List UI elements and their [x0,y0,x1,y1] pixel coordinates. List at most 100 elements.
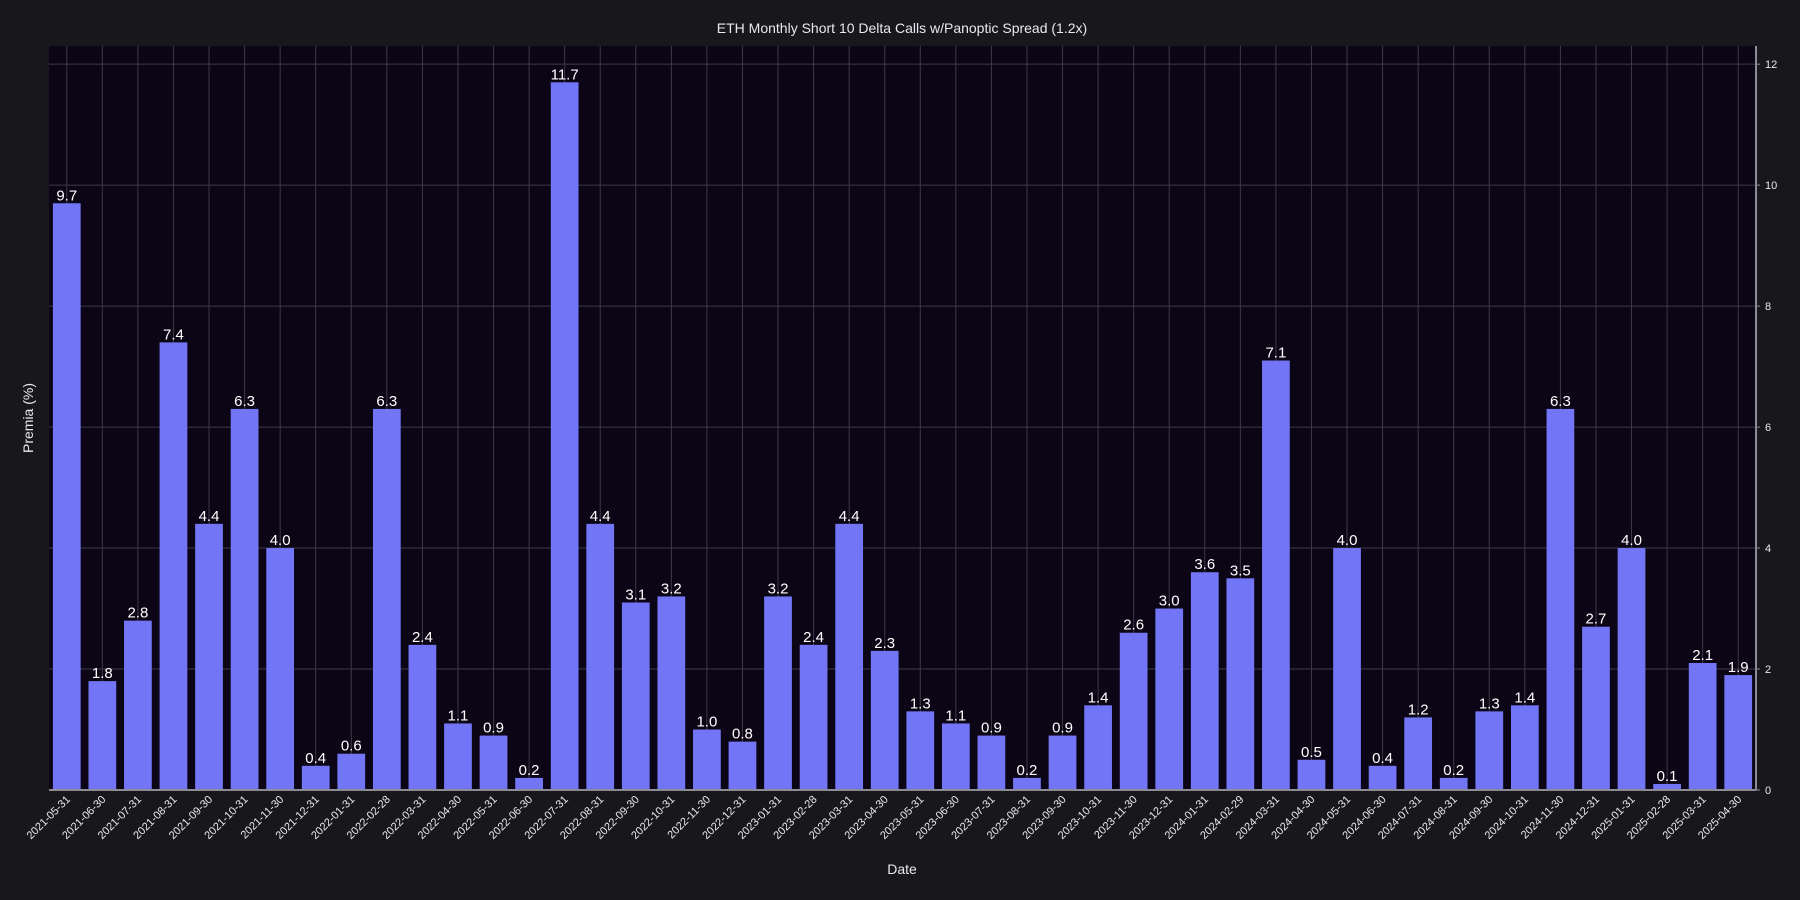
data-label: 1.4 [1514,689,1535,706]
bar [301,765,330,790]
data-label: 1.0 [696,714,717,731]
bar [408,644,437,790]
bar [1013,777,1041,790]
bar [977,735,1006,790]
y-tick-label: 2 [1765,664,1771,676]
bar [728,741,757,790]
bar [657,596,686,790]
data-label: 11.7 [551,66,579,83]
data-label: 0.9 [1052,720,1073,737]
data-label: 1.9 [1728,659,1749,676]
data-label: 1.3 [1479,695,1500,712]
data-label: 1.8 [92,665,113,682]
data-label: 0.2 [1443,762,1464,779]
bar [1048,735,1077,790]
bar [124,620,152,790]
bar [1297,759,1326,790]
data-label: 3.0 [1159,593,1180,610]
data-label: 2.1 [1692,647,1713,664]
data-label: 0.4 [1372,750,1393,767]
bar [1582,626,1610,790]
bar [52,203,81,790]
bar [1155,608,1184,790]
bar [1333,548,1361,790]
data-label: 9.7 [56,187,77,204]
bar [1262,360,1290,790]
axes [49,46,1757,791]
data-label: 4.4 [839,508,860,525]
bar [195,523,223,790]
bar [515,777,543,790]
data-label: 0.9 [981,720,1002,737]
bar [1190,572,1219,790]
y-tick-label: 4 [1765,543,1771,555]
data-label: 6.3 [1550,393,1571,410]
bar [586,523,615,790]
bar [550,82,579,791]
plot-background [49,46,1756,790]
bar [1617,548,1646,790]
bar [444,723,472,790]
data-label: 4.4 [590,508,611,525]
data-label: 0.1 [1657,768,1678,785]
data-label: 3.2 [661,580,682,597]
data-label: 2.3 [874,635,895,652]
data-label: 3.2 [768,580,789,597]
data-label: 1.4 [1088,689,1109,706]
data-label: 2.7 [1586,611,1607,628]
data-label: 1.1 [448,707,469,724]
y-tick-label: 10 [1765,180,1777,192]
data-label: 6.3 [376,393,397,410]
y-tick-label: 8 [1765,301,1771,313]
bar [479,735,508,790]
data-label: 0.4 [305,750,326,767]
bar [906,711,935,790]
x-axis-label: Date [887,861,917,877]
chart-title: ETH Monthly Short 10 Delta Calls w/Panop… [717,20,1087,36]
bar [1724,675,1753,790]
bars [52,82,1753,791]
bar [1510,705,1539,790]
data-label: 3.5 [1230,562,1251,579]
bar [1084,705,1112,790]
data-label: 2.8 [127,605,148,622]
bar [1368,765,1397,790]
data-label: 1.1 [945,707,966,724]
y-tick-label: 12 [1765,59,1777,71]
data-label: 7.4 [163,326,184,343]
bar [870,650,899,790]
data-label: 0.6 [341,738,362,755]
data-labels: 9.7 1.8 2.8 7.4 4.4 6.3 4.0 0.4 0.6 6.3 2.4 1.1 0.9 0… [56,66,1748,785]
bar [693,729,721,790]
data-label: 0.2 [1017,762,1038,779]
bar [621,602,650,790]
bar [835,523,864,790]
data-label: 4.4 [199,508,220,525]
y-tick-labels: 0 2 4 6 8 10 12 [1756,59,1777,797]
bar [1688,662,1717,790]
data-label: 3.1 [625,586,646,603]
data-label: 0.2 [519,762,540,779]
data-label: 7.1 [1265,345,1286,362]
bar [1226,578,1255,790]
bar [1119,632,1148,790]
y-tick-label: 6 [1765,422,1771,434]
y-tick-label: 0 [1765,785,1771,797]
bar [337,753,366,790]
bar [159,342,188,790]
data-label: 6.3 [234,393,255,410]
data-label: 4.0 [1337,532,1358,549]
data-label: 3.6 [1194,556,1215,573]
data-label: 4.0 [1621,532,1642,549]
data-label: 0.8 [732,726,753,743]
bar [1439,777,1468,790]
y-axis-label: Premia (%) [20,383,36,453]
bar [764,596,792,790]
bar [266,548,295,790]
bar [799,644,828,790]
data-label: 2.4 [412,629,433,646]
bar [1404,717,1433,790]
bar [372,408,401,790]
bar [1546,408,1575,790]
data-label: 2.6 [1123,617,1144,634]
